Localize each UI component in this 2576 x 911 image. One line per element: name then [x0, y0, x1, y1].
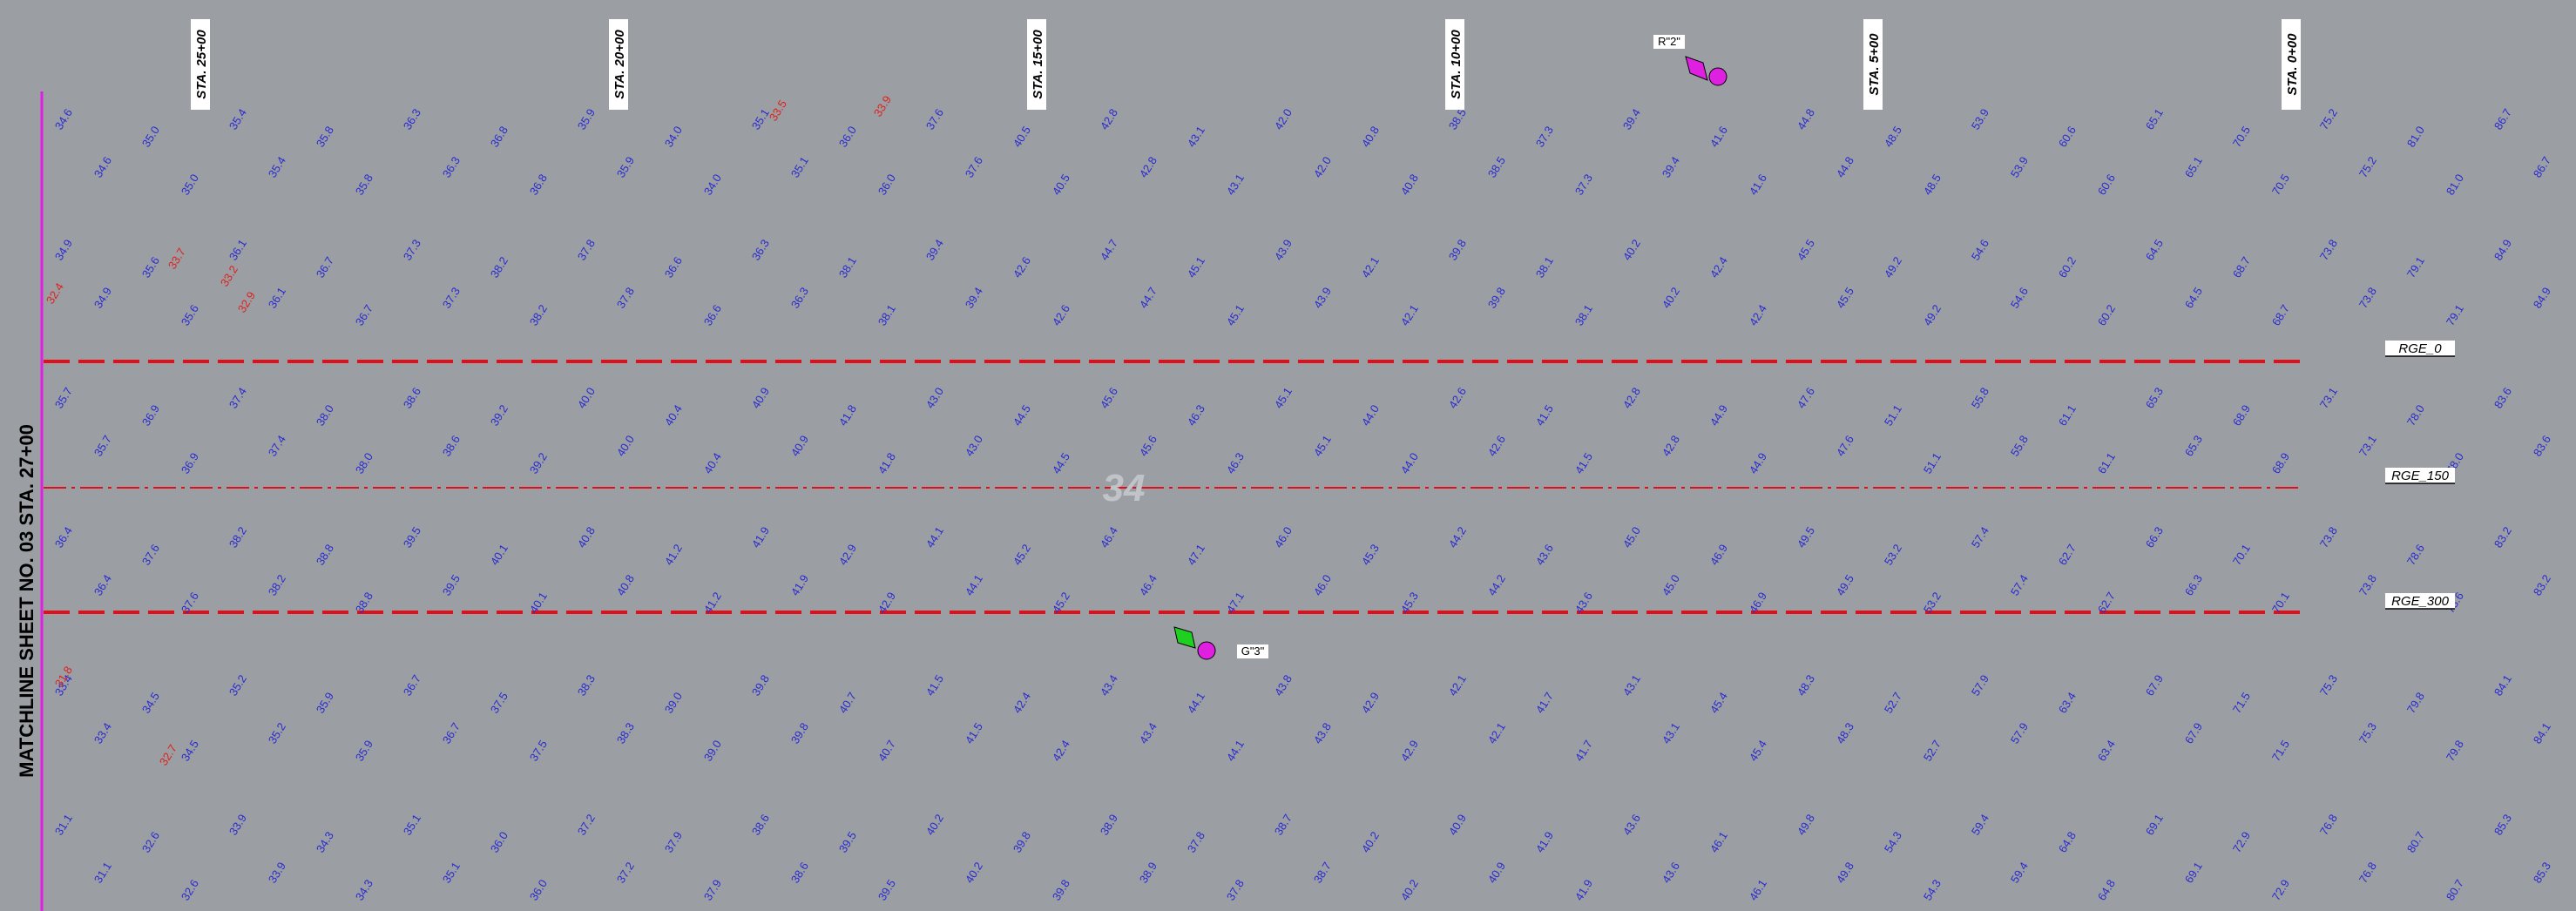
- station-box: [2282, 19, 2301, 110]
- marker-flag: [1685, 56, 1708, 81]
- station-label: STA. 15+00: [1031, 30, 1045, 99]
- marker-point: [1708, 67, 1727, 86]
- range-label: RGE_150: [2391, 469, 2450, 483]
- range-label: RGE_0: [2398, 341, 2442, 356]
- marker-flag: [1173, 626, 1196, 649]
- station-label: STA. 0+00: [2285, 33, 2300, 96]
- station-box: [1027, 19, 1046, 110]
- sheet-number: 34: [1103, 467, 1146, 509]
- station-box: [191, 19, 210, 110]
- station-box: [1863, 19, 1883, 110]
- range-box: [2385, 468, 2455, 483]
- range-box: [2385, 593, 2455, 609]
- matchline-label: MATCHLINE SHEET NO. 03 STA. 27+00: [16, 424, 37, 778]
- station-label: STA. 5+00: [1867, 33, 1882, 96]
- station-box: [609, 19, 628, 110]
- station-box: [1445, 19, 1464, 110]
- station-label: STA. 20+00: [612, 30, 627, 99]
- station-label: STA. 10+00: [1449, 30, 1464, 99]
- range-label: RGE_300: [2391, 594, 2450, 609]
- marker-label-box: [1237, 644, 1268, 658]
- marker-label: G"3": [1241, 644, 1265, 658]
- marker-label: R"2": [1658, 35, 1680, 48]
- range-box: [2385, 341, 2455, 356]
- station-label: STA. 25+00: [194, 30, 209, 99]
- marker-point: [1197, 641, 1216, 660]
- marker-label-box: [1653, 35, 1685, 49]
